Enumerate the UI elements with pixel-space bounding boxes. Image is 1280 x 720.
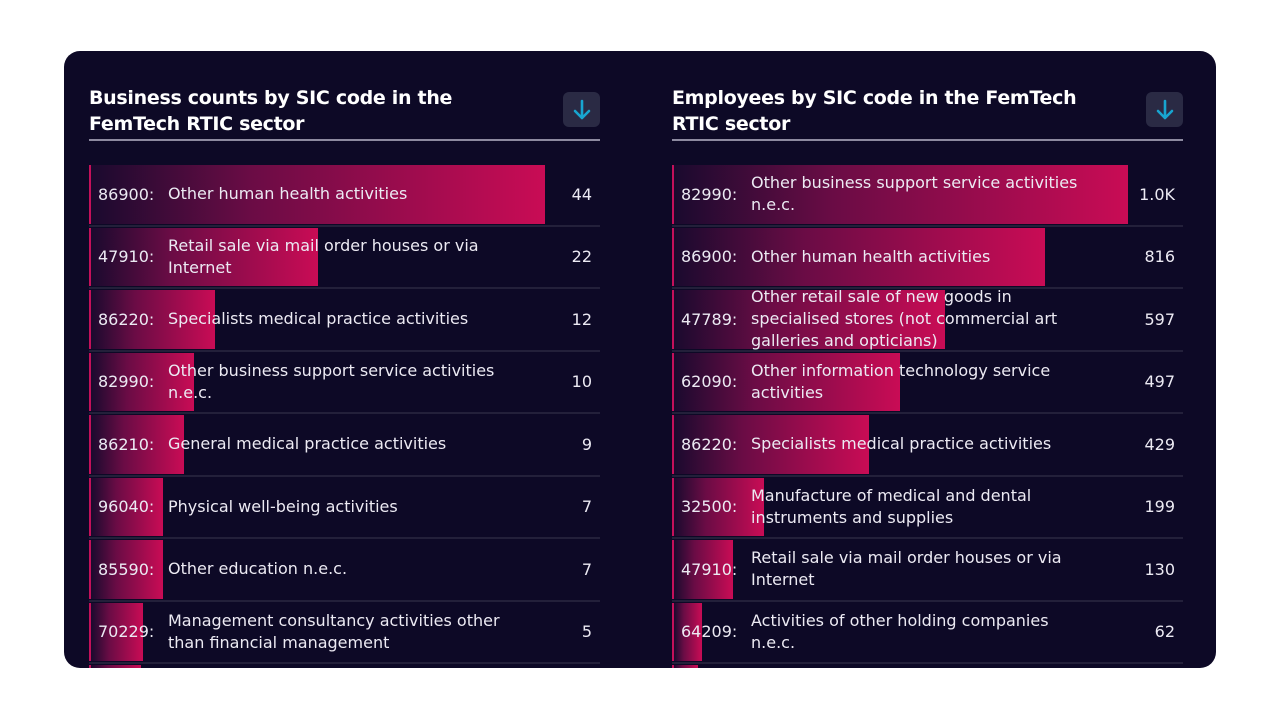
sic-description: Activities of other holding companies n.… — [751, 610, 1049, 652]
list-item[interactable]: 64209: Activities of other holding compa… — [672, 602, 1183, 664]
sic-code: 82990: — [98, 372, 155, 392]
bar-list: 82990: Other business support service ac… — [672, 164, 1183, 668]
download-button[interactable] — [1146, 92, 1183, 127]
value-label: 5 — [581, 622, 592, 642]
sic-description: Manufacture of medical and dental instru… — [751, 485, 1032, 527]
download-button[interactable] — [563, 92, 600, 127]
value-bar — [89, 540, 164, 599]
list-item[interactable]: 47789: Other retail sale of new goods in… — [672, 287, 1183, 352]
value-bar — [89, 352, 195, 411]
sic-description: Physical well-being activities — [168, 496, 398, 516]
sic-description: Retail sale via mail order houses or via… — [168, 235, 479, 277]
list-item[interactable]: 96040: Physical well-being activities 7 — [89, 477, 600, 539]
value-bar — [672, 540, 733, 599]
value-bar — [89, 477, 164, 536]
sic-description: Other business support service activitie… — [751, 173, 1078, 215]
value-bar — [672, 165, 1128, 224]
value-label: 44 — [571, 184, 592, 204]
arrow-down-icon — [573, 99, 590, 119]
value-bar — [672, 290, 945, 349]
list-item-partial — [672, 664, 1183, 668]
value-label: 1.0K — [1139, 184, 1175, 204]
list-item[interactable]: 86220: Specialists medical practice acti… — [672, 414, 1183, 477]
sic-code: 96040: — [98, 497, 155, 517]
value-bar — [672, 477, 765, 536]
sic-code: 86220: — [681, 434, 738, 454]
list-item[interactable]: 47910: Retail sale via mail order houses… — [672, 539, 1183, 602]
value-bar — [672, 352, 900, 411]
list-item[interactable]: 85590: Other education n.e.c. 7 — [89, 539, 600, 602]
sic-code: 64209: — [681, 622, 738, 642]
value-label: 497 — [1144, 372, 1175, 392]
title-divider — [672, 139, 1183, 141]
panel-title: Business counts by SIC code in the FemTe… — [89, 87, 453, 135]
sic-description: Management consultancy activities other … — [168, 610, 500, 652]
value-label: 10 — [571, 372, 592, 392]
sic-description: Other retail sale of new goods in specia… — [751, 287, 1058, 351]
list-item[interactable]: 82990: Other business support service ac… — [89, 352, 600, 414]
sic-description: Other education n.e.c. — [168, 559, 348, 579]
sic-description: Other human health activities — [168, 184, 408, 204]
value-label: 597 — [1144, 309, 1175, 329]
sic-code: 86900: — [98, 184, 155, 204]
bar-list: 86900: Other human health activities 44 … — [89, 164, 600, 668]
sic-code: 86220: — [98, 309, 155, 329]
list-item-partial — [89, 664, 600, 668]
sic-description: Other information technology service act… — [751, 360, 1051, 402]
value-label: 7 — [581, 497, 592, 517]
sic-code: 82990: — [681, 184, 738, 204]
value-bar — [89, 227, 318, 286]
list-item[interactable]: 86900: Other human health activities 44 — [89, 164, 600, 227]
sic-description: Specialists medical practice activities — [168, 309, 469, 329]
sic-description: Other human health activities — [751, 246, 991, 266]
value-bar — [89, 602, 143, 661]
sic-code: 86900: — [681, 247, 738, 267]
value-bar — [89, 415, 184, 474]
sic-description: Specialists medical practice activities — [751, 434, 1052, 454]
value-bar — [672, 415, 869, 474]
title-divider — [89, 139, 600, 141]
panel-title: Employees by SIC code in the FemTech RTI… — [672, 87, 1077, 135]
value-label: 7 — [581, 559, 592, 579]
sic-code: 86210: — [98, 434, 155, 454]
list-item[interactable]: 47910: Retail sale via mail order houses… — [89, 227, 600, 289]
sic-code: 47910: — [98, 247, 155, 267]
value-bar — [672, 665, 698, 668]
value-label: 22 — [571, 247, 592, 267]
value-bar — [89, 290, 215, 349]
list-item[interactable]: 82990: Other business support service ac… — [672, 164, 1183, 227]
list-item[interactable]: 70229: Management consultancy activities… — [89, 602, 600, 664]
sic-description: Retail sale via mail order houses or via… — [751, 548, 1062, 590]
sic-code: 85590: — [98, 559, 155, 579]
value-label: 12 — [571, 309, 592, 329]
sic-code: 47789: — [681, 309, 738, 329]
value-label: 62 — [1154, 622, 1175, 642]
sic-code: 62090: — [681, 372, 738, 392]
sic-code: 70229: — [98, 622, 155, 642]
list-item[interactable]: 86900: Other human health activities 816 — [672, 227, 1183, 289]
value-label: 130 — [1144, 559, 1175, 579]
list-item[interactable]: 86220: Specialists medical practice acti… — [89, 289, 600, 352]
sic-dashboard-card: Business counts by SIC code in the FemTe… — [64, 51, 1216, 668]
value-bar — [672, 602, 703, 661]
value-label: 429 — [1144, 434, 1175, 454]
sic-code: 32500: — [681, 497, 738, 517]
list-item[interactable]: 62090: Other information technology serv… — [672, 352, 1183, 414]
value-bar — [672, 227, 1045, 286]
list-item[interactable]: 86210: General medical practice activiti… — [89, 414, 600, 477]
arrow-down-icon — [1156, 99, 1173, 119]
value-label: 9 — [581, 434, 592, 454]
sic-description: Other business support service activitie… — [168, 360, 495, 402]
value-label: 816 — [1144, 247, 1175, 267]
value-bar — [89, 165, 545, 224]
sic-description: General medical practice activities — [168, 434, 447, 454]
sic-code: 47910: — [681, 559, 738, 579]
value-label: 199 — [1144, 497, 1175, 517]
value-bar — [89, 665, 141, 668]
list-item[interactable]: 32500: Manufacture of medical and dental… — [672, 477, 1183, 539]
